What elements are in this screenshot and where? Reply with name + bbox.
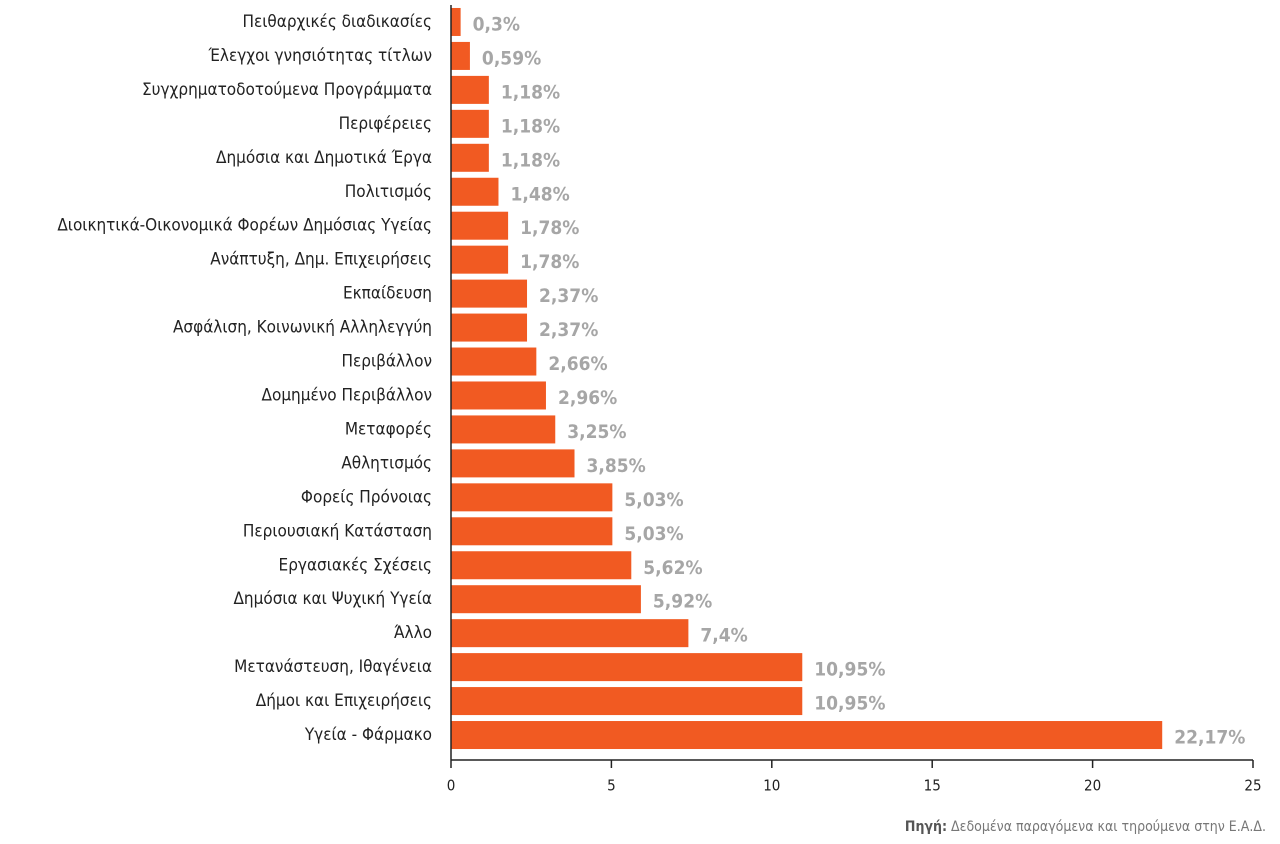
category-label: Συγχρηματοδοτούμενα Προγράμματα — [142, 80, 432, 100]
category-label: Διοικητικά-Οικονομικά Φορέων Δημόσιας Υγ… — [57, 216, 432, 236]
value-label: 2,96% — [558, 387, 617, 409]
bar — [451, 381, 546, 410]
bar — [451, 517, 613, 546]
x-tick-label: 5 — [607, 777, 616, 795]
category-label: Αθλητισμός — [341, 453, 432, 473]
category-label: Μεταφορές — [345, 419, 432, 439]
value-label: 1,78% — [520, 217, 579, 239]
value-label: 2,66% — [548, 353, 607, 375]
category-label: Φορείς Πρόνοιας — [301, 487, 432, 507]
value-label: 1,78% — [520, 251, 579, 273]
category-label: Πολιτισμός — [345, 182, 432, 202]
category-label: Δομημένο Περιβάλλον — [262, 385, 432, 405]
category-label: Εργασιακές Σχέσεις — [279, 555, 432, 575]
bar — [451, 75, 489, 104]
value-label: 7,4% — [700, 625, 747, 647]
bar — [451, 347, 537, 376]
bar — [451, 585, 641, 614]
bar — [451, 687, 803, 716]
value-label: 1,18% — [501, 149, 560, 171]
bar — [451, 619, 689, 648]
bar — [451, 483, 613, 512]
category-label: Έλεγχοι γνησιότητας τίτλων — [208, 46, 433, 66]
bar — [451, 449, 575, 478]
value-label: 3,85% — [587, 455, 646, 477]
bar — [451, 143, 489, 172]
value-label: 10,95% — [814, 659, 885, 681]
value-label: 2,37% — [539, 285, 598, 307]
bar — [451, 721, 1163, 750]
category-label: Περιουσιακή Κατάσταση — [243, 521, 432, 541]
x-tick-label: 25 — [1244, 777, 1261, 795]
category-label: Ασφάλιση, Κοινωνική Αλληλεγγύη — [173, 318, 432, 338]
category-label: Δημόσια και Δημοτικά Έργα — [216, 148, 432, 168]
value-label: 1,48% — [510, 183, 569, 205]
bar — [451, 279, 528, 308]
source: Πηγή: Δεδομένα παραγόμενα και τηρούμενα … — [905, 819, 1266, 835]
category-label: Υγεία - Φάρμακο — [304, 725, 432, 745]
category-label: Δημόσια και Ψυχική Υγεία — [233, 589, 432, 609]
value-label: 3,25% — [567, 421, 626, 443]
value-label: 22,17% — [1174, 727, 1245, 749]
x-tick-label: 15 — [924, 777, 941, 795]
value-label: 5,62% — [643, 557, 702, 579]
category-label: Ανάπτυξη, Δημ. Επιχειρήσεις — [210, 250, 432, 270]
bar — [451, 177, 499, 206]
value-label: 1,18% — [501, 115, 560, 137]
x-tick-label: 20 — [1084, 777, 1101, 795]
bar — [451, 7, 461, 36]
category-label: Άλλο — [394, 623, 432, 643]
value-label: 10,95% — [814, 693, 885, 715]
value-label: 5,03% — [624, 523, 683, 545]
x-tick-label: 10 — [763, 777, 780, 795]
bar — [451, 653, 803, 682]
category-label: Εκπαίδευση — [343, 284, 432, 304]
value-label: 5,03% — [624, 489, 683, 511]
bar — [451, 415, 556, 444]
bar — [451, 245, 509, 274]
category-label: Πειθαρχικές διαδικασίες — [242, 12, 432, 32]
category-label: Δήμοι και Επιχειρήσεις — [256, 691, 432, 711]
value-label: 0,59% — [482, 47, 541, 69]
source-label: Πηγή: — [905, 819, 947, 835]
bar — [451, 551, 632, 580]
bar — [451, 313, 528, 342]
value-label: 0,3% — [473, 13, 520, 35]
value-label: 2,37% — [539, 319, 598, 341]
bar — [451, 211, 509, 240]
bar — [451, 109, 489, 138]
value-label: 5,92% — [653, 591, 712, 613]
x-tick-label: 0 — [447, 777, 456, 795]
category-label: Μετανάστευση, Ιθαγένεια — [234, 657, 432, 677]
value-label: 1,18% — [501, 81, 560, 103]
category-label: Περιφέρειες — [339, 114, 432, 134]
category-label: Περιβάλλον — [342, 352, 433, 372]
source-text: Δεδομένα παραγόμενα και τηρούμενα στην Ε… — [951, 819, 1266, 835]
bar — [451, 41, 470, 70]
